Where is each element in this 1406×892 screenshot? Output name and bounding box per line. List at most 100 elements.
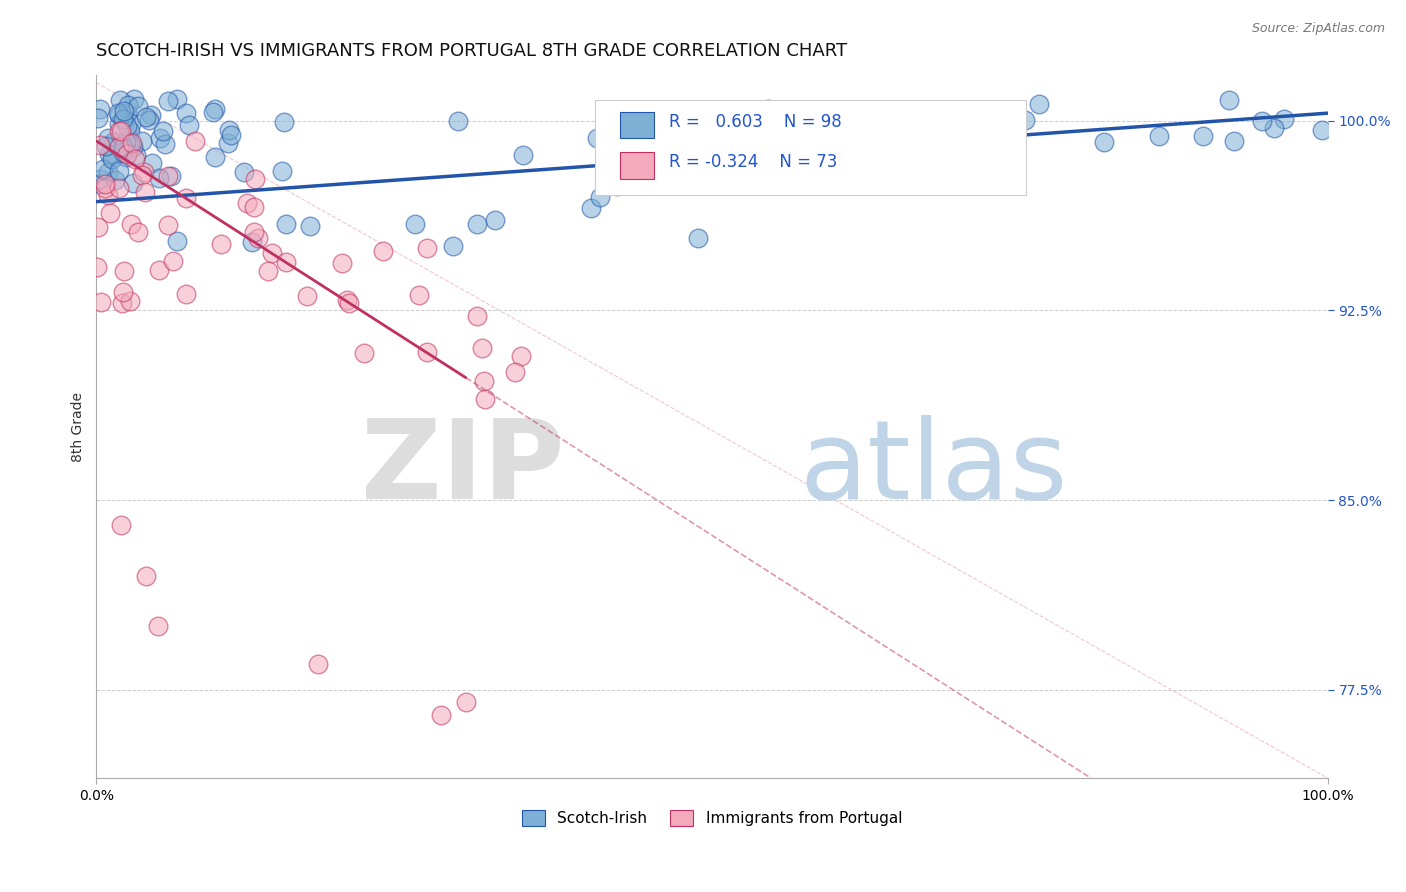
Text: R = -0.324    N = 73: R = -0.324 N = 73 <box>669 153 838 171</box>
Point <box>621 128 644 142</box>
Point <box>110 518 132 533</box>
Point <box>585 131 607 145</box>
Point <box>330 256 353 270</box>
Point <box>678 118 700 132</box>
Point <box>606 178 628 193</box>
Point <box>118 293 141 308</box>
Point <box>121 136 143 151</box>
Point <box>669 140 692 154</box>
Point <box>1312 123 1334 137</box>
Point <box>474 392 496 407</box>
Point <box>107 181 129 195</box>
Point <box>221 128 243 142</box>
Point <box>416 344 439 359</box>
Point <box>112 112 135 127</box>
Point <box>783 116 806 130</box>
Point <box>108 108 131 122</box>
Point <box>89 138 111 153</box>
Point <box>274 254 297 268</box>
Point <box>217 136 239 150</box>
Point <box>893 120 915 135</box>
Point <box>114 114 136 128</box>
Point <box>209 237 232 252</box>
Point <box>86 112 108 126</box>
Point <box>174 286 197 301</box>
Point <box>1028 97 1050 112</box>
Point <box>588 190 610 204</box>
Point <box>233 165 256 179</box>
Point <box>101 135 124 149</box>
Point <box>107 106 129 120</box>
Point <box>127 226 149 240</box>
Point <box>218 122 240 136</box>
Point <box>96 139 118 153</box>
Point <box>184 134 207 148</box>
Point <box>124 92 146 106</box>
Point <box>240 235 263 250</box>
Y-axis label: 8th Grade: 8th Grade <box>72 392 86 462</box>
Point <box>117 106 139 120</box>
Point <box>257 264 280 278</box>
Point <box>110 124 132 138</box>
Point <box>87 220 110 235</box>
Point <box>124 148 146 162</box>
Point <box>127 99 149 113</box>
Point <box>115 135 138 149</box>
Point <box>307 657 329 672</box>
Point <box>353 345 375 359</box>
Point <box>510 349 533 363</box>
Point <box>115 147 138 161</box>
Point <box>112 104 135 119</box>
Point <box>141 156 163 170</box>
Point <box>174 191 197 205</box>
Point <box>1092 136 1115 150</box>
Point <box>148 263 170 277</box>
Point <box>204 103 226 117</box>
Point <box>108 93 131 107</box>
Point <box>1251 113 1274 128</box>
Legend: Scotch-Irish, Immigrants from Portugal: Scotch-Irish, Immigrants from Portugal <box>515 803 910 834</box>
Point <box>104 173 127 187</box>
Point <box>134 164 156 178</box>
Text: Source: ZipAtlas.com: Source: ZipAtlas.com <box>1251 22 1385 36</box>
Point <box>160 169 183 183</box>
Point <box>111 140 134 154</box>
Point <box>131 134 153 148</box>
FancyBboxPatch shape <box>595 100 1026 194</box>
Point <box>89 177 111 191</box>
Point <box>474 374 496 388</box>
Point <box>98 146 121 161</box>
Point <box>336 293 359 308</box>
Point <box>138 113 160 128</box>
Point <box>441 239 464 253</box>
Point <box>153 137 176 152</box>
Point <box>1263 121 1285 136</box>
Point <box>149 130 172 145</box>
Point <box>115 119 138 133</box>
Bar <box>620 112 654 138</box>
Point <box>90 294 112 309</box>
Point <box>243 200 266 214</box>
Point <box>595 137 617 152</box>
Point <box>295 289 318 303</box>
Point <box>86 260 108 275</box>
Point <box>89 172 111 186</box>
Point <box>408 288 430 302</box>
Point <box>779 127 801 141</box>
Point <box>94 177 117 191</box>
Point <box>101 153 124 167</box>
Point <box>243 172 266 186</box>
Point <box>111 296 134 310</box>
Point <box>1014 112 1036 127</box>
Point <box>1218 93 1240 107</box>
Point <box>111 145 134 160</box>
Point <box>93 162 115 177</box>
Point <box>823 129 845 144</box>
Point <box>157 94 180 108</box>
Point <box>134 185 156 199</box>
Point <box>121 177 143 191</box>
Point <box>100 150 122 164</box>
Point <box>512 147 534 161</box>
Point <box>465 217 488 231</box>
Point <box>236 195 259 210</box>
